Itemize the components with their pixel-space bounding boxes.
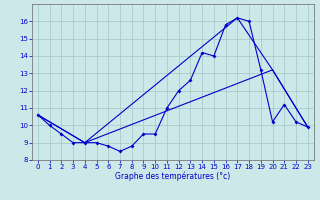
X-axis label: Graphe des températures (°c): Graphe des températures (°c): [115, 172, 230, 181]
